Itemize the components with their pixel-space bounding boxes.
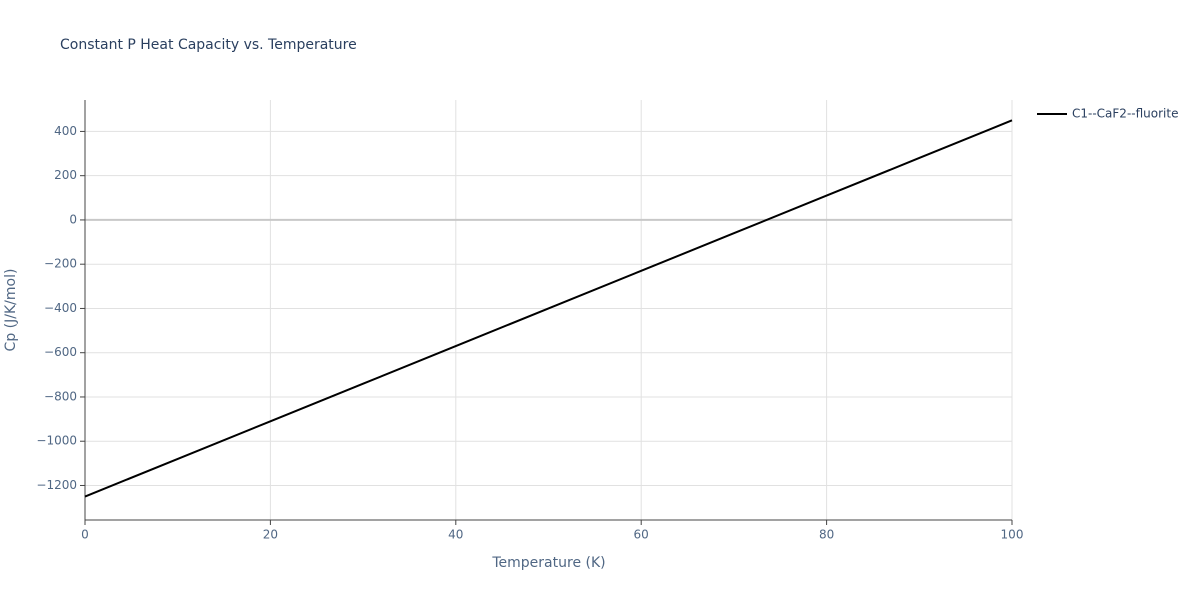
y-tick-label: −600 xyxy=(44,345,77,359)
y-tick-label: 0 xyxy=(69,212,77,226)
y-tick-label: −200 xyxy=(44,257,77,271)
data-line xyxy=(84,119,1013,498)
y-tick-label: −1000 xyxy=(36,434,77,448)
x-tick-label: 40 xyxy=(448,528,463,542)
x-tick-label: 0 xyxy=(81,528,89,542)
y-axis-title: Cp (J/K/mol) xyxy=(3,269,19,352)
legend-label: C1--CaF2--fluorite xyxy=(1072,107,1178,121)
x-axis-title: Temperature (K) xyxy=(491,555,605,571)
y-tick-label: 200 xyxy=(54,168,77,182)
y-tick-label: −400 xyxy=(44,301,77,315)
x-tick-label: 20 xyxy=(263,528,278,542)
x-tick-label: 100 xyxy=(1001,528,1024,542)
x-tick-label: 60 xyxy=(634,528,649,542)
chart-title: Constant P Heat Capacity vs. Temperature xyxy=(60,37,357,53)
y-tick-label: −800 xyxy=(44,389,77,403)
y-tick-label: 400 xyxy=(54,124,77,138)
x-tick-label: 80 xyxy=(819,528,834,542)
y-tick-label: −1200 xyxy=(36,478,77,492)
